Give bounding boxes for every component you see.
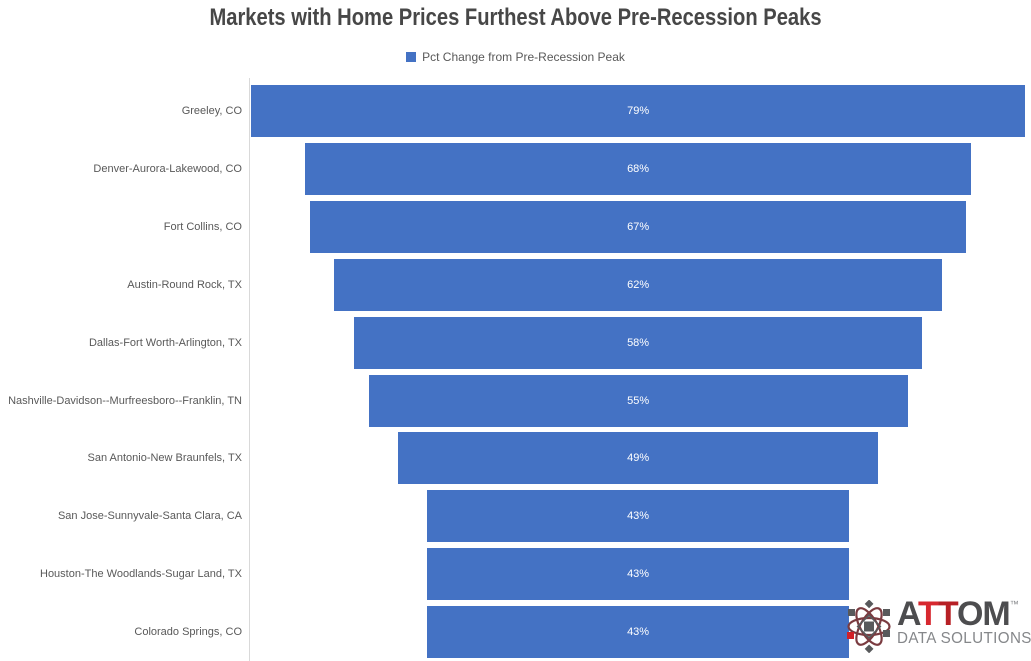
category-label: Nashville-Davidson--Murfreesboro--Frankl…	[8, 394, 242, 407]
bar-value-label: 67%	[627, 220, 650, 233]
bar-value-label: 43%	[627, 510, 650, 523]
category-label: Denver-Aurora-Lakewood, CO	[93, 162, 242, 175]
bar: 68%	[304, 142, 972, 195]
chart-row: Denver-Aurora-Lakewood, CO 68%	[0, 140, 1031, 198]
bar: 79%	[251, 85, 1026, 137]
chart-row: San Jose-Sunnyvale-Santa Clara, CA 43%	[0, 487, 1031, 545]
bar: 43%	[427, 548, 849, 601]
bar: 49%	[398, 432, 879, 485]
bar: 55%	[368, 374, 908, 427]
attom-logo: ATTOM™ DATA SOLUTIONS	[846, 597, 1031, 653]
legend: Pct Change from Pre-Recession Peak	[0, 50, 1031, 64]
bar-value-label: 55%	[627, 394, 650, 407]
category-label: San Jose-Sunnyvale-Santa Clara, CA	[57, 510, 242, 523]
chart-row: San Antonio-New Braunfels, TX 49%	[0, 429, 1031, 487]
category-label: Fort Collins, CO	[163, 220, 242, 233]
bar-value-label: 79%	[627, 105, 650, 117]
bar: 62%	[334, 258, 942, 311]
plot-area: Greeley, CO 79% Denver-Aurora-Lakewood, CO…	[0, 78, 1031, 661]
bar-value-label: 43%	[627, 626, 650, 639]
bar: 43%	[427, 490, 849, 543]
bar: 43%	[427, 606, 849, 659]
bar-value-label: 68%	[627, 162, 650, 175]
category-label: Dallas-Fort Worth-Arlington, TX	[88, 336, 242, 349]
bar-value-label: 62%	[627, 278, 650, 291]
y-axis-line	[249, 78, 250, 661]
category-label: Houston-The Woodlands-Sugar Land, TX	[40, 568, 242, 581]
category-label: Greeley, CO	[181, 105, 242, 117]
brand-om: OM	[956, 595, 1011, 633]
bar-value-label: 49%	[627, 452, 650, 465]
attom-logo-icon	[847, 600, 891, 653]
chart-row: Houston-The Woodlands-Sugar Land, TX 43%	[0, 545, 1031, 603]
chart-row: Dallas-Fort Worth-Arlington, TX 58%	[0, 314, 1031, 372]
chart-row: Colorado Springs, CO 43%	[0, 603, 1031, 661]
category-label: San Antonio-New Braunfels, TX	[87, 452, 243, 465]
brand-a: A	[897, 595, 919, 633]
legend-swatch-icon	[406, 52, 417, 62]
bar: 67%	[309, 200, 967, 253]
bar-value-label: 43%	[627, 568, 650, 581]
category-label: Colorado Springs, CO	[134, 626, 242, 639]
brand-t1: T	[918, 595, 939, 633]
chart-row: Fort Collins, CO 67%	[0, 198, 1031, 256]
chart-row: Greeley, CO 79%	[0, 82, 1031, 140]
chart-title: Markets with Home Prices Furthest Above …	[209, 4, 822, 31]
trademark-symbol: ™	[1009, 599, 1019, 609]
attom-wordmark: ATTOM™	[897, 597, 1031, 631]
category-label: Austin-Round Rock, TX	[127, 278, 242, 291]
chart-row: Austin-Round Rock, TX 62%	[0, 256, 1031, 314]
bar: 58%	[353, 316, 923, 369]
bar-value-label: 58%	[627, 336, 650, 349]
brand-t2: T	[937, 595, 958, 633]
attom-logo-text: ATTOM™ DATA SOLUTIONS	[897, 597, 1031, 648]
attom-subtitle: DATA SOLUTIONS	[897, 629, 1031, 647]
legend-label: Pct Change from Pre-Recession Peak	[422, 50, 625, 64]
chart-row: Nashville-Davidson--Murfreesboro--Frankl…	[0, 372, 1031, 430]
